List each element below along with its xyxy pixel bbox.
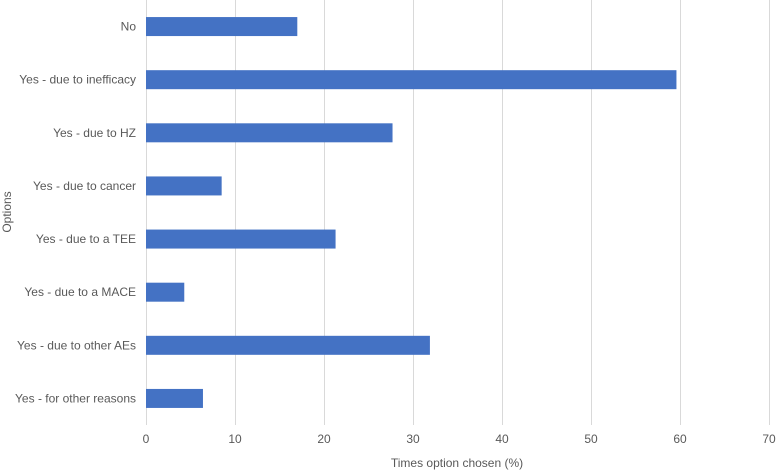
bar bbox=[146, 17, 298, 37]
x-axis-title: Times option chosen (%) bbox=[391, 456, 523, 470]
x-tick-label: 50 bbox=[584, 432, 598, 446]
y-axis-title: Options bbox=[0, 191, 14, 232]
x-tick-labels: 0 10 20 30 40 50 60 70 bbox=[143, 432, 776, 446]
category-label: Yes - due to other AEs bbox=[17, 338, 136, 352]
category-label: Yes - due to HZ bbox=[53, 126, 136, 140]
bar bbox=[146, 335, 430, 355]
x-tick-label: 60 bbox=[673, 432, 687, 446]
bar bbox=[146, 229, 336, 249]
bar bbox=[146, 388, 203, 408]
x-tick-label: 0 bbox=[143, 432, 150, 446]
category-label: Yes - due to a MACE bbox=[24, 285, 136, 299]
x-tick-label: 40 bbox=[495, 432, 509, 446]
bar bbox=[146, 70, 677, 90]
bars bbox=[146, 17, 677, 408]
bar bbox=[146, 123, 393, 143]
category-label: Yes - due to a TEE bbox=[36, 232, 136, 246]
x-tick-label: 70 bbox=[762, 432, 776, 446]
category-label: Yes - due to cancer bbox=[33, 179, 136, 193]
x-tick-label: 20 bbox=[317, 432, 331, 446]
y-tick-labels: No Yes - due to inefficacy Yes - due to HZ… bbox=[15, 20, 136, 406]
category-label: Yes - due to inefficacy bbox=[19, 73, 136, 87]
x-tick-label: 10 bbox=[228, 432, 242, 446]
category-label: No bbox=[121, 20, 137, 34]
bar bbox=[146, 176, 222, 196]
category-label: Yes - for other reasons bbox=[15, 391, 136, 405]
bar bbox=[146, 282, 185, 302]
gridlines bbox=[146, 0, 770, 425]
x-tick-label: 30 bbox=[406, 432, 420, 446]
